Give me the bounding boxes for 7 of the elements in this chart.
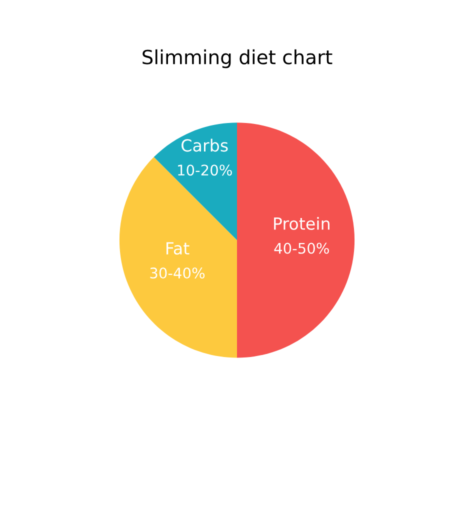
slice-label: Protein bbox=[274, 216, 330, 230]
slice-label: Carbs bbox=[182, 138, 228, 152]
chart-title: Slimming diet chart bbox=[142, 49, 332, 68]
text: 10-20% bbox=[178, 164, 232, 176]
text: 40-50% bbox=[274, 242, 329, 254]
text: 30-40% bbox=[150, 268, 205, 279]
slice-label: Fat bbox=[166, 242, 190, 255]
